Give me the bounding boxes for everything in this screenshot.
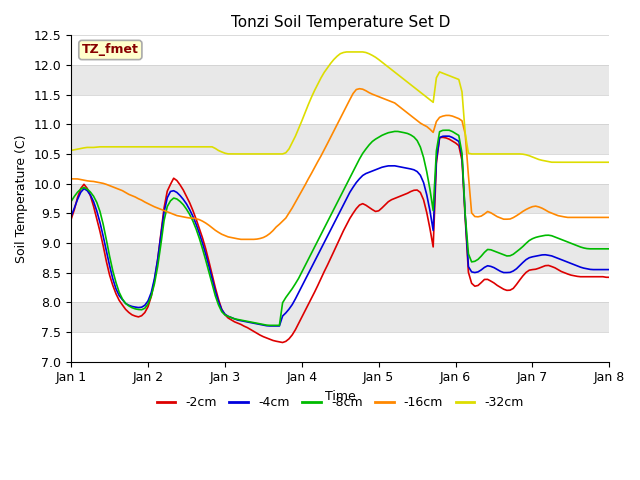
-8cm [532, 235, 540, 240]
-8cm [605, 246, 613, 252]
-32cm [586, 159, 594, 165]
-16cm [503, 216, 511, 222]
-2cm [439, 134, 447, 140]
-16cm [282, 215, 290, 221]
Line: -32cm: -32cm [71, 52, 609, 162]
Bar [71, 332, 609, 361]
-32cm [211, 145, 219, 151]
Title: Tonzi Soil Temperature Set D: Tonzi Soil Temperature Set D [230, 15, 450, 30]
-4cm [211, 288, 219, 294]
-32cm [279, 151, 287, 157]
Line: -8cm: -8cm [71, 130, 609, 325]
-16cm [356, 86, 364, 92]
-2cm [67, 216, 75, 222]
-16cm [493, 214, 501, 219]
-2cm [282, 338, 290, 344]
-16cm [532, 203, 540, 209]
-8cm [67, 199, 75, 204]
-16cm [67, 176, 75, 182]
-8cm [442, 127, 450, 133]
-4cm [67, 213, 75, 219]
-4cm [266, 323, 274, 329]
-32cm [605, 159, 613, 165]
-32cm [551, 159, 559, 165]
-4cm [532, 253, 540, 259]
-16cm [237, 237, 244, 242]
-32cm [490, 151, 498, 157]
-2cm [211, 285, 219, 290]
Line: -2cm: -2cm [71, 137, 609, 343]
-2cm [532, 266, 540, 272]
-8cm [493, 250, 501, 255]
-2cm [493, 283, 501, 288]
-2cm [605, 275, 613, 280]
-4cm [442, 133, 450, 139]
-16cm [211, 228, 219, 233]
-4cm [282, 310, 290, 316]
Bar [71, 36, 609, 65]
-4cm [605, 267, 613, 273]
-16cm [605, 215, 613, 220]
Bar [71, 95, 609, 124]
-2cm [586, 274, 594, 279]
-4cm [586, 266, 594, 272]
-8cm [282, 295, 290, 300]
-8cm [586, 246, 594, 252]
Y-axis label: Soil Temperature (C): Soil Temperature (C) [15, 134, 28, 263]
Bar [71, 273, 609, 302]
-8cm [266, 323, 274, 328]
-4cm [493, 266, 501, 272]
Legend: -2cm, -4cm, -8cm, -16cm, -32cm: -2cm, -4cm, -8cm, -16cm, -32cm [152, 391, 529, 414]
Bar [71, 213, 609, 243]
X-axis label: Time: Time [325, 390, 356, 403]
-4cm [503, 270, 511, 276]
-2cm [279, 340, 287, 346]
Bar [71, 154, 609, 184]
-8cm [211, 293, 219, 299]
-32cm [67, 147, 75, 153]
Text: TZ_fmet: TZ_fmet [82, 44, 139, 57]
-2cm [503, 288, 511, 293]
-32cm [529, 154, 536, 160]
-32cm [343, 49, 351, 55]
Line: -4cm: -4cm [71, 136, 609, 326]
-8cm [503, 253, 511, 259]
-16cm [586, 215, 594, 220]
Line: -16cm: -16cm [71, 89, 609, 240]
-32cm [500, 151, 508, 157]
